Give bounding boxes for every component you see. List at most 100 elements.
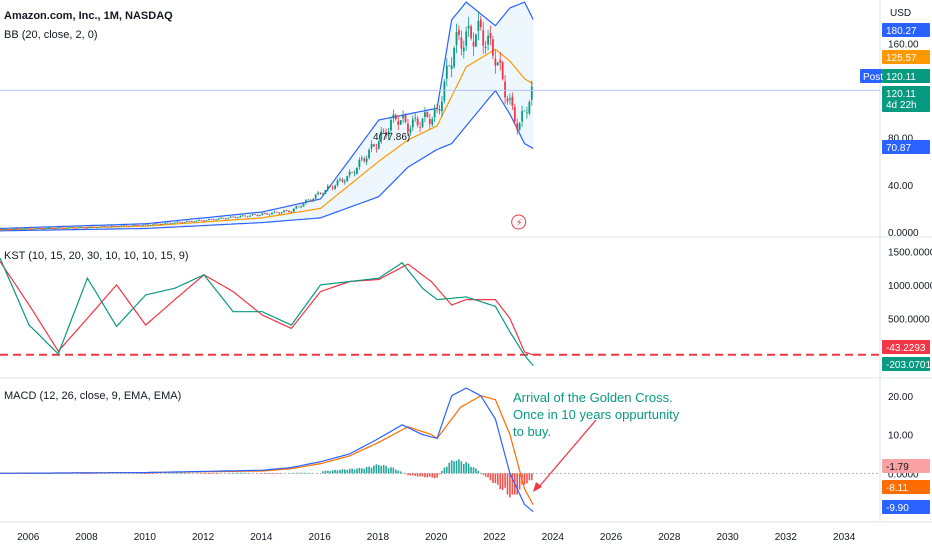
y-tick-label: 80.00: [888, 134, 913, 145]
candle-body: [161, 223, 164, 225]
macd-histogram-bar: [176, 472, 179, 474]
candle-body: [139, 225, 142, 227]
candle-body: [244, 215, 247, 217]
candle-body: [152, 224, 154, 226]
candle-body: [210, 218, 213, 220]
macd-histogram-bar: [462, 463, 465, 474]
candle-body: [101, 226, 103, 228]
y-tick-label: 40.00: [888, 181, 913, 192]
macd-histogram-bar: [351, 468, 353, 474]
candle-body: [183, 222, 186, 223]
macd-histogram-bar: [348, 468, 351, 474]
candle-body: [3, 229, 6, 230]
macd-histogram-bar: [268, 473, 271, 474]
candle-body: [380, 131, 383, 140]
candle-body: [52, 228, 55, 230]
price-badge: [882, 459, 930, 473]
price-badge-label: 125.57: [886, 53, 917, 64]
price-badge: [882, 69, 930, 83]
price-badge: [882, 480, 930, 494]
candle-body: [518, 123, 521, 130]
candle-body: [275, 211, 278, 213]
x-tick-label: 2020: [425, 532, 448, 543]
macd-histogram-bar: [361, 468, 363, 474]
macd-histogram-bar: [385, 466, 387, 474]
candle-body: [419, 126, 421, 128]
candle-body: [137, 225, 140, 227]
candle-body: [1, 229, 4, 231]
macd-histogram-bar: [346, 470, 349, 474]
macd-histogram-bar: [392, 467, 395, 474]
macd-histogram-bar: [397, 470, 400, 474]
candle-body: [526, 112, 528, 114]
candle-body: [79, 227, 82, 228]
candle-body: [292, 208, 295, 212]
candle-body: [18, 228, 21, 230]
candle-body: [297, 206, 300, 208]
bb-lower-line: [0, 89, 534, 232]
macd-histogram-bar: [387, 468, 390, 474]
candle-body: [394, 114, 397, 120]
candle-body: [346, 176, 349, 182]
x-tick-label: 2022: [483, 532, 506, 543]
macd-histogram-bar: [242, 472, 244, 474]
macd-histogram-bar: [433, 473, 436, 479]
candle-body: [392, 114, 395, 119]
candle-body: [169, 222, 171, 224]
candle-body: [295, 206, 298, 209]
candle-body: [326, 186, 329, 190]
y-tick-label: 20.00: [888, 392, 913, 403]
macd-histogram-bar: [382, 464, 385, 474]
candle-body: [484, 46, 487, 48]
candle-body: [329, 185, 332, 187]
candle-body: [283, 210, 286, 212]
candle-body: [57, 227, 60, 229]
candle-body: [149, 224, 152, 226]
macd-histogram-bar: [237, 472, 239, 474]
candle-body: [268, 214, 271, 216]
candle-body: [448, 65, 451, 67]
candle-body: [428, 119, 431, 124]
candle-body: [246, 216, 249, 218]
macd-histogram-bar: [506, 473, 509, 495]
candle-body: [402, 115, 404, 119]
candle-body: [0, 229, 1, 231]
price-badge-label: -1.79: [886, 462, 909, 473]
macd-histogram-bar: [516, 473, 519, 495]
currency-label: USD: [890, 8, 912, 19]
price-marker-label: 4(77.86): [373, 132, 410, 143]
candle-body: [407, 123, 409, 132]
macd-histogram-bar: [334, 469, 336, 474]
candle-body: [339, 178, 341, 180]
macd-histogram-bar: [373, 465, 375, 474]
macd-histogram-bar: [441, 470, 443, 474]
macd-histogram-bar: [375, 464, 378, 474]
candle-body: [188, 220, 191, 222]
macd-histogram-bar: [475, 468, 477, 474]
candle-body: [207, 219, 210, 220]
x-tick-label: 2028: [658, 532, 681, 543]
macd-histogram-bar: [149, 473, 152, 474]
candle-body: [147, 224, 150, 226]
candle-body: [249, 215, 252, 217]
candle-body: [198, 219, 201, 221]
candle-body: [20, 229, 23, 231]
candle-body: [54, 228, 57, 229]
candle-body: [450, 65, 453, 69]
candle-body: [494, 58, 497, 66]
y-tick-label: 10.00: [888, 431, 913, 442]
candle-body: [144, 224, 147, 226]
candle-body: [441, 101, 443, 112]
price-badge: [882, 140, 930, 154]
macd-histogram-bar: [416, 473, 419, 477]
candle-body: [178, 221, 181, 223]
macd-histogram-bar: [174, 472, 176, 474]
candle-body: [489, 33, 492, 38]
candle-body: [159, 223, 162, 225]
candle-body: [127, 225, 130, 227]
bb-basis-line: [0, 48, 534, 231]
price-badge-label: 70.87: [886, 143, 911, 154]
candle-body: [353, 173, 356, 174]
macd-histogram-bar: [327, 470, 329, 474]
